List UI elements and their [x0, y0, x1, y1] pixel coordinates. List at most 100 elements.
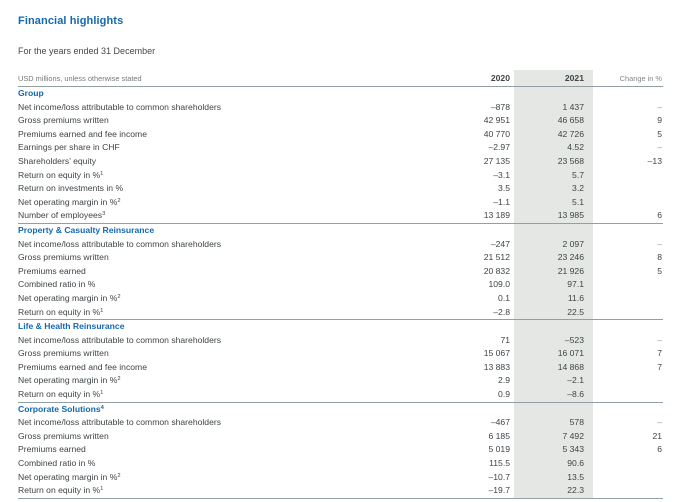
value-2020: –878 — [490, 101, 510, 112]
unit-label: USD millions, unless otherwise stated — [18, 74, 142, 83]
value-2020: –10.7 — [488, 471, 510, 482]
value-change — [593, 306, 663, 320]
value-change: 6 — [657, 210, 662, 221]
row-label: Combined ratio in % — [18, 458, 96, 469]
row-label: Shareholders’ equity — [18, 155, 97, 166]
table-row: Net operating margin in %2 –10.7 13.5 — [18, 470, 663, 485]
row-label: Net operating margin in %2 — [18, 292, 121, 303]
value-2021: 2 097 — [514, 237, 593, 252]
row-label: Return on equity in %1 — [18, 389, 104, 400]
value-2021: 3.2 — [514, 182, 593, 196]
value-2021: 16 071 — [514, 347, 593, 361]
value-2020: 40 770 — [483, 128, 510, 139]
column-header-2020: 2020 — [490, 73, 510, 83]
value-2020: –19.7 — [488, 485, 510, 496]
table-row: Net operating margin in %2 0.1 11.6 — [18, 291, 663, 306]
value-change — [593, 292, 663, 306]
row-label: Premiums earned and fee income — [18, 361, 147, 372]
value-2021: 42 726 — [514, 127, 593, 142]
value-2020: 71 — [500, 334, 510, 345]
value-2020: 15 067 — [483, 348, 510, 359]
value-change: 6 — [657, 444, 662, 455]
row-label: Gross premiums written — [18, 430, 109, 441]
table-row: Combined ratio in % 109.0 97.1 — [18, 278, 663, 292]
row-label: Gross premiums written — [18, 252, 109, 263]
table-row: Premiums earned and fee income 13 883 14 8… — [18, 360, 663, 375]
row-label: Return on equity in %1 — [18, 169, 104, 180]
row-label: Net operating margin in %2 — [18, 375, 121, 386]
row-label: Net operating margin in %2 — [18, 196, 121, 207]
value-2020: –3.1 — [493, 169, 510, 180]
table-row: Premiums earned 5 019 5 343 6 — [18, 443, 663, 458]
row-label: Net income/loss attributable to common s… — [18, 238, 222, 249]
section-empty-2020 — [422, 87, 514, 101]
row-label: Net operating margin in %2 — [18, 471, 121, 482]
value-change: 5 — [657, 128, 662, 139]
value-2021: 4.52 — [514, 141, 593, 155]
section-empty-2021 — [514, 86, 593, 101]
value-change — [593, 278, 663, 292]
value-2020: 42 951 — [483, 115, 510, 126]
row-label: Earnings per share in CHF — [18, 142, 120, 153]
table-row: Premiums earned and fee income 40 770 42 7… — [18, 127, 663, 142]
value-change — [593, 471, 663, 485]
value-2020: –2.97 — [488, 142, 510, 153]
section-header-row: Life & Health Reinsurance — [18, 319, 663, 334]
value-change: 9 — [657, 115, 662, 126]
value-2020: –2.8 — [493, 306, 510, 317]
table-row: Return on equity in %1 0.9 –8.6 — [18, 388, 663, 403]
section-empty-change — [593, 223, 663, 237]
value-2020: 0.9 — [498, 389, 510, 400]
section-title: Group — [18, 88, 44, 98]
value-change: – — [657, 334, 662, 345]
value-2020: –1.1 — [493, 196, 510, 207]
value-2021: 5 343 — [514, 443, 593, 458]
value-2020: 2.9 — [498, 375, 510, 386]
section-header-row: Group — [18, 86, 663, 101]
row-label: Net income/loss attributable to common s… — [18, 101, 222, 112]
value-change: 8 — [657, 252, 662, 263]
value-2021: 22.3 — [514, 484, 593, 499]
table-row: Net income/loss attributable to common s… — [18, 237, 663, 252]
value-change: – — [657, 417, 662, 428]
value-2020: –247 — [490, 238, 510, 249]
table-row: Return on equity in %1 –3.1 5.7 — [18, 168, 663, 183]
value-2020: 0.1 — [498, 292, 510, 303]
row-label: Premiums earned and fee income — [18, 128, 147, 139]
value-2020: 3.5 — [498, 183, 510, 194]
report-period-subtitle: For the years ended 31 December — [18, 46, 156, 56]
value-2021: 1 437 — [514, 100, 593, 115]
value-change: – — [657, 142, 662, 153]
value-2021: 21 926 — [514, 264, 593, 279]
value-change — [593, 484, 663, 498]
value-2020: 6 185 — [488, 430, 510, 441]
section-empty-change — [593, 320, 663, 334]
section-empty-2020 — [422, 402, 514, 416]
value-2021: 7 492 — [514, 429, 593, 444]
row-label: Return on equity in %1 — [18, 306, 104, 317]
section-title: Life & Health Reinsurance — [18, 321, 125, 332]
row-label: Number of employees3 — [18, 210, 106, 221]
table-row: Number of employees3 13 189 13 985 6 — [18, 209, 663, 224]
value-2021: 14 868 — [514, 360, 593, 375]
value-2021: 22.5 — [514, 305, 593, 320]
table-row: Earnings per share in CHF –2.97 4.52 – — [18, 141, 663, 155]
table-row: Return on investments in % 3.5 3.2 — [18, 182, 663, 196]
table-row: Net income/loss attributable to common s… — [18, 100, 663, 115]
table-row: Return on equity in %1 –19.7 22.3 — [18, 484, 663, 499]
table-rows: Group Net income/loss attributable to com… — [18, 86, 663, 499]
value-2021: 13.5 — [514, 470, 593, 485]
table-row: Gross premiums written 15 067 16 071 7 — [18, 347, 663, 361]
value-2021: –2.1 — [514, 374, 593, 389]
section-empty-2020 — [422, 223, 514, 237]
table-row: Premiums earned 20 832 21 926 5 — [18, 264, 663, 279]
value-2020: 27 135 — [483, 155, 510, 166]
value-change: 7 — [657, 361, 662, 372]
row-label: Return on equity in %1 — [18, 485, 104, 496]
section-empty-change — [593, 402, 663, 416]
value-2021: 13 985 — [514, 209, 593, 224]
row-label: Net income/loss attributable to common s… — [18, 334, 222, 345]
value-change: 21 — [652, 430, 662, 441]
value-change — [593, 182, 663, 196]
